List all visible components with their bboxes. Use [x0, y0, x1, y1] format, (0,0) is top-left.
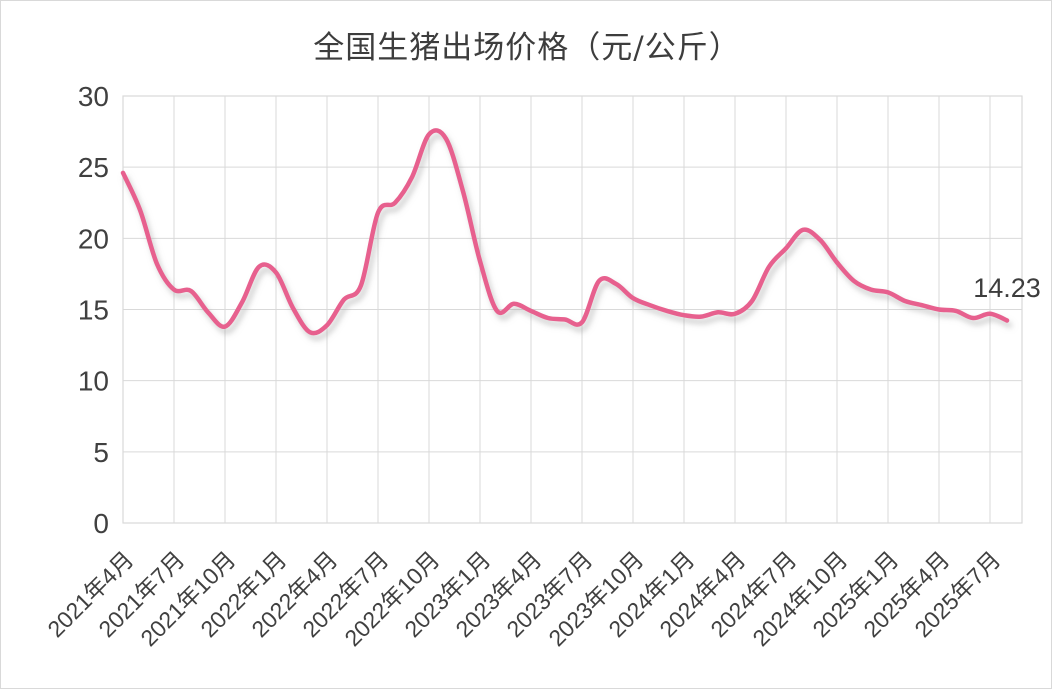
last-value-label: 14.23 [973, 273, 1041, 303]
y-tick-label: 10 [78, 366, 109, 397]
y-tick-label: 25 [78, 152, 109, 183]
price-line [120, 128, 1010, 336]
x-axis-labels: 2021年4月2021年7月2021年10月2022年1月2022年4月2022… [42, 546, 1005, 651]
plot-border [122, 95, 1023, 524]
chart-title: 全国生猪出场价格（元/公斤） [313, 30, 740, 66]
y-tick-label: 30 [78, 81, 109, 112]
y-tick-label: 15 [78, 295, 109, 326]
y-axis-labels: 0 5 10 15 20 25 30 [78, 81, 109, 539]
price-line-series [120, 128, 1010, 336]
y-tick-label: 20 [78, 223, 109, 254]
gridlines [122, 95, 1022, 524]
y-tick-label: 0 [93, 508, 109, 539]
y-tick-label: 5 [93, 437, 109, 468]
